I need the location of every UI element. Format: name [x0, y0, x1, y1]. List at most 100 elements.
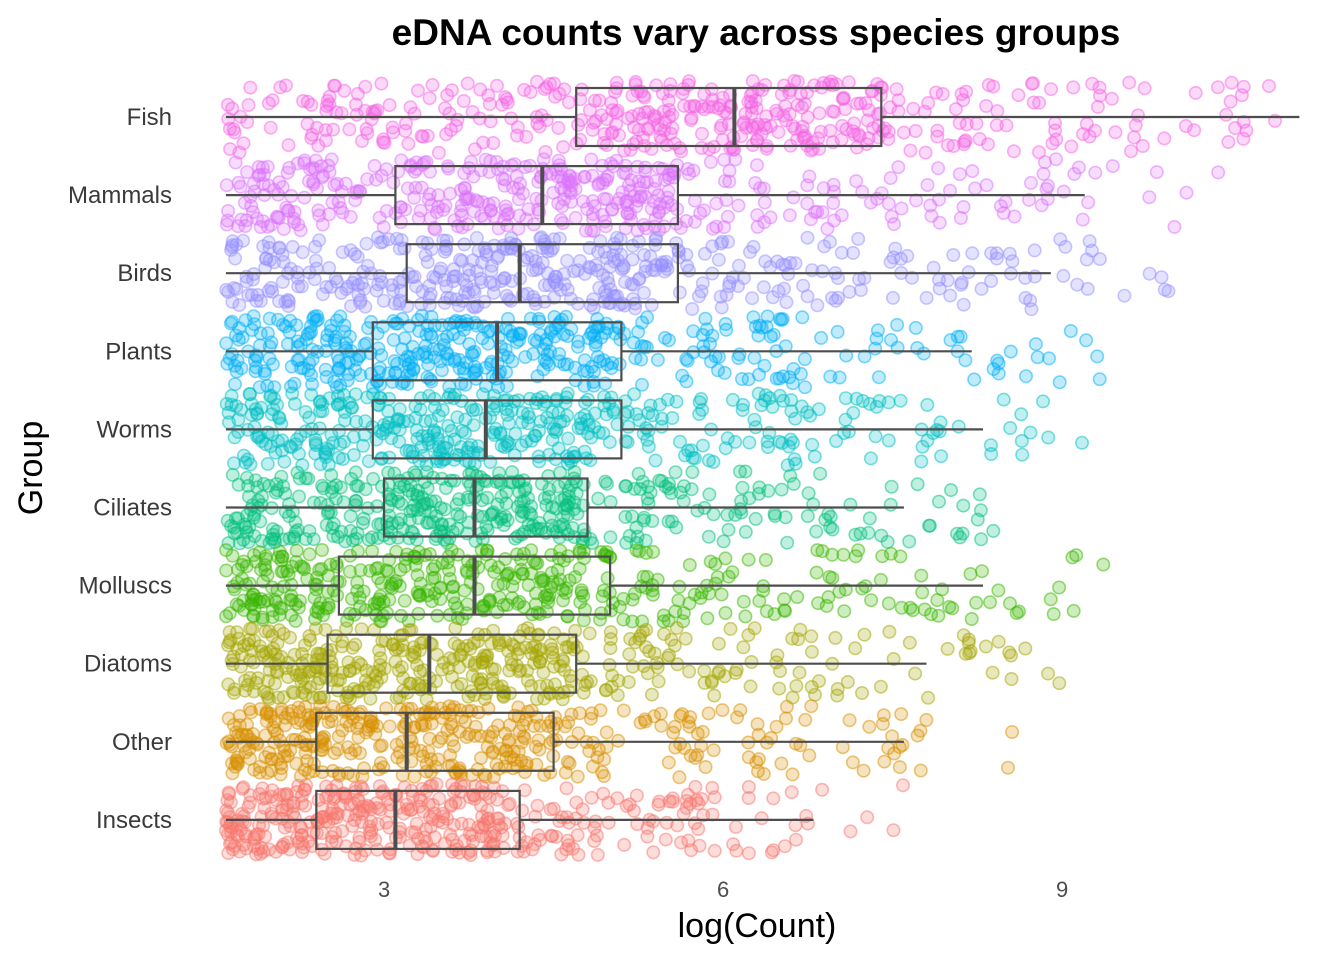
data-point [547, 329, 562, 344]
data-point [702, 487, 717, 502]
data-point [559, 842, 574, 857]
data-point [759, 141, 774, 156]
data-point [428, 531, 443, 546]
data-point [694, 585, 709, 600]
data-point [862, 511, 877, 526]
x-axis-title: log(Count) [678, 907, 837, 945]
data-point [1093, 88, 1108, 103]
data-point [1142, 190, 1157, 205]
data-point [682, 664, 697, 679]
data-point [221, 204, 236, 219]
data-point [716, 534, 731, 549]
data-point [358, 79, 373, 94]
data-point [387, 354, 402, 369]
data-point [467, 791, 482, 806]
data-point [813, 124, 828, 139]
data-point [935, 87, 950, 102]
data-point [578, 223, 593, 238]
data-point [1167, 219, 1182, 234]
data-point [463, 843, 478, 858]
data-point [620, 404, 635, 419]
data-point [731, 258, 746, 273]
data-point [464, 828, 479, 843]
data-point [856, 763, 871, 778]
data-point [640, 829, 655, 844]
data-point [467, 344, 482, 359]
data-point [1088, 165, 1103, 180]
data-point [420, 588, 435, 603]
data-point [1056, 268, 1071, 283]
data-point [434, 662, 449, 677]
data-point [547, 626, 562, 641]
data-point [511, 192, 526, 207]
data-point [1007, 209, 1022, 224]
data-point [681, 443, 696, 458]
data-point [972, 132, 987, 147]
data-point [431, 145, 446, 160]
data-point [448, 621, 463, 636]
data-point [457, 166, 472, 181]
data-point [278, 718, 293, 733]
data-point [370, 560, 385, 575]
data-point [1187, 123, 1202, 138]
data-point [446, 579, 461, 594]
data-point [732, 347, 747, 362]
data-point [853, 283, 868, 298]
x-tick-label: 6 [717, 877, 729, 902]
data-point [658, 832, 673, 847]
data-point [374, 76, 389, 91]
data-point [396, 374, 411, 389]
data-point [674, 835, 689, 850]
data-point [298, 404, 313, 419]
data-point [505, 590, 520, 605]
data-point [849, 140, 864, 155]
data-point [973, 503, 988, 518]
data-point [692, 406, 707, 421]
data-point [1154, 270, 1169, 285]
data-point [649, 78, 664, 93]
data-point [620, 435, 635, 450]
data-point [561, 715, 576, 730]
data-point [351, 792, 366, 807]
data-point [657, 123, 672, 138]
data-point [497, 270, 512, 285]
data-point [930, 593, 945, 608]
data-point [774, 756, 789, 771]
data-point [1090, 99, 1105, 114]
data-point [743, 679, 758, 694]
data-point [306, 825, 321, 840]
data-point [382, 98, 397, 113]
data-point [494, 820, 509, 835]
data-point [883, 546, 898, 561]
data-point [989, 251, 1004, 266]
data-point [329, 834, 344, 849]
data-point [590, 847, 605, 862]
data-point [1023, 293, 1038, 308]
data-point [701, 706, 716, 721]
data-point [1236, 79, 1251, 94]
data-point [1079, 333, 1094, 348]
data-point [335, 452, 350, 467]
data-point [683, 113, 698, 128]
data-point [593, 703, 608, 718]
data-point [702, 336, 717, 351]
category-label-fish: Fish [127, 104, 172, 131]
data-point [275, 274, 290, 289]
data-point [1018, 641, 1033, 656]
data-point [797, 351, 812, 366]
data-point [752, 480, 767, 495]
data-point [1211, 165, 1226, 180]
data-point [718, 551, 733, 566]
data-point [1090, 349, 1105, 364]
data-point [315, 478, 330, 493]
data-point [511, 820, 526, 835]
data-point [314, 542, 329, 557]
data-point [731, 198, 746, 213]
data-point [263, 120, 278, 135]
data-point [902, 635, 917, 650]
data-point [892, 760, 907, 775]
data-point [629, 520, 644, 535]
data-point [420, 481, 435, 496]
data-point [729, 843, 744, 858]
data-point [717, 152, 732, 167]
